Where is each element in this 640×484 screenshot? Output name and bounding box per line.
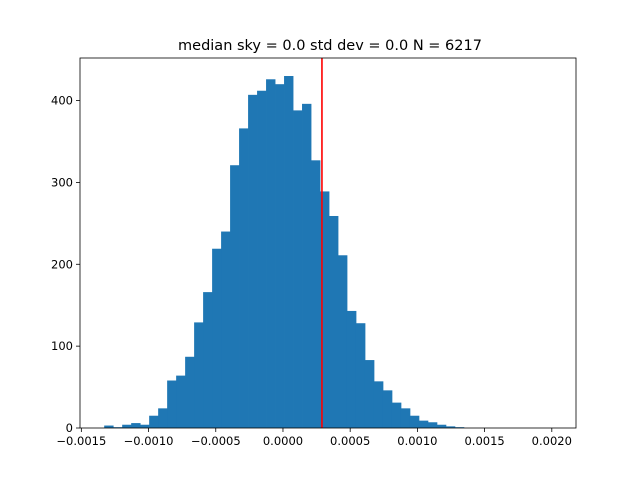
histogram-bar <box>104 425 114 428</box>
x-tick-label: −0.0010 <box>124 434 174 448</box>
histogram-bar <box>203 292 213 428</box>
x-tick-label: −0.0005 <box>191 434 241 448</box>
histogram-bar <box>221 231 231 428</box>
x-tick-label: 0.0000 <box>263 434 303 448</box>
histogram-bar <box>355 323 366 428</box>
histogram-bar <box>149 415 159 428</box>
histogram-bar <box>230 165 240 429</box>
histogram-bar <box>248 94 258 428</box>
histogram-bar <box>266 79 276 428</box>
histogram-bar <box>131 423 141 428</box>
histogram-bar <box>113 427 123 428</box>
x-tick-label: −0.0015 <box>56 434 106 448</box>
histogram-bar <box>346 310 357 428</box>
histogram-bar <box>122 424 132 428</box>
y-axis-ticks: 0 100 200 300 400 <box>51 94 80 435</box>
histogram-bar <box>409 415 420 428</box>
histogram-bar <box>158 408 168 428</box>
chart-title: median sky = 0.0 std dev = 0.0 N = 6217 <box>178 38 482 54</box>
histogram-bar <box>293 110 303 428</box>
histogram-bar <box>167 380 177 428</box>
histogram-bar <box>454 427 465 428</box>
histogram-bar <box>257 90 267 429</box>
histogram-bar <box>382 390 393 428</box>
y-tick-label: 400 <box>51 94 73 108</box>
histogram-bar <box>329 215 339 428</box>
histogram-bar <box>320 191 330 428</box>
axes-frame <box>79 57 577 429</box>
x-tick-label: 0.0005 <box>330 434 370 448</box>
y-tick-label: 0 <box>66 421 73 435</box>
histogram-bar <box>284 76 294 428</box>
x-tick-label: 0.0010 <box>397 434 437 448</box>
histogram-bar <box>373 381 384 428</box>
y-tick-label: 200 <box>51 257 73 271</box>
x-tick-label: 0.0015 <box>464 434 504 448</box>
histogram-bar <box>302 103 312 428</box>
histogram-bar <box>140 424 150 428</box>
histogram-bar <box>338 255 348 428</box>
histogram-bar <box>400 408 411 428</box>
histogram-bars <box>104 76 465 429</box>
histogram-bar <box>364 360 375 428</box>
histogram-bar <box>176 375 186 428</box>
histogram-bar <box>212 248 222 428</box>
x-tick-label: 0.0020 <box>532 434 572 448</box>
histogram-bar <box>239 128 249 428</box>
histogram-bar <box>445 426 456 428</box>
histogram-bar <box>194 322 204 428</box>
histogram-bar <box>391 402 402 428</box>
histogram-bar <box>185 356 195 428</box>
y-tick-label: 100 <box>51 339 73 353</box>
histogram-bar <box>311 160 321 428</box>
x-axis-ticks: −0.0015 −0.0010 −0.0005 0.0000 0.0005 0.0010 0… <box>56 428 572 448</box>
y-tick-label: 300 <box>51 175 73 189</box>
histogram-bar <box>275 84 285 428</box>
histogram-bar <box>418 420 429 428</box>
histogram-bar <box>436 424 447 428</box>
histogram-bar <box>427 422 438 428</box>
